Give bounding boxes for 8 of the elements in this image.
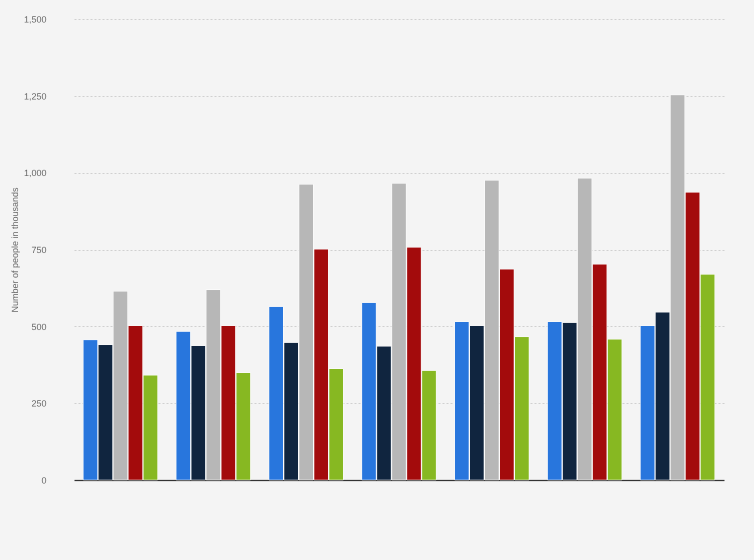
y-axis-title: Number of people in thousands	[10, 186, 20, 313]
y-tick-label: 750	[31, 245, 46, 255]
y-tick-label: 1,500	[24, 14, 46, 24]
y-tick-label: 500	[31, 322, 46, 332]
y-tick-label: 1,000	[24, 168, 46, 178]
y-tick-label: 1,250	[24, 91, 46, 102]
y-tick-label: 250	[31, 398, 46, 409]
y-tick-label: 0	[41, 476, 46, 486]
